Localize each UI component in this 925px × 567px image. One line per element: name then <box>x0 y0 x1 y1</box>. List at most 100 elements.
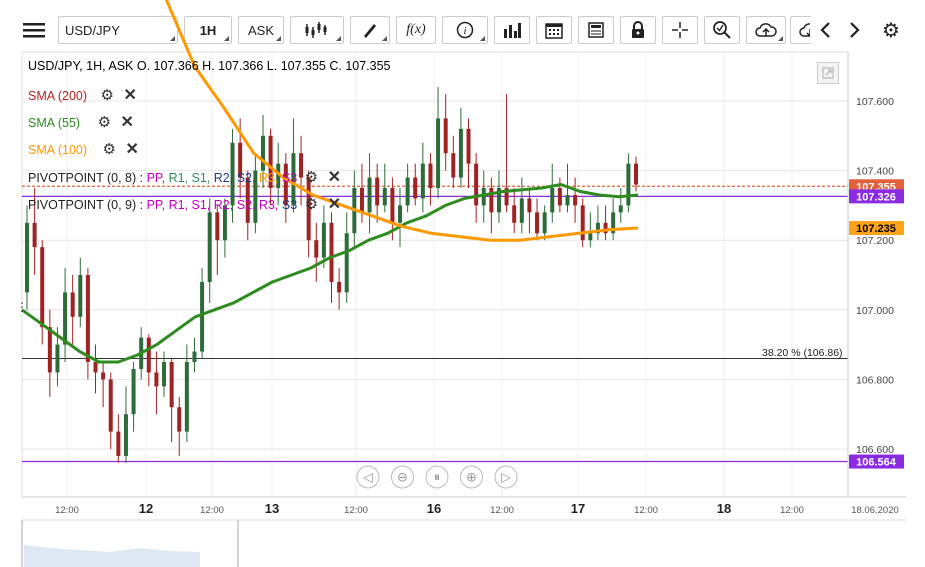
hamburger-menu-icon[interactable] <box>16 16 52 44</box>
pivot2-parts: PP, R1, S1, R2, S2, R3, S3 <box>147 198 298 212</box>
crosshair-button[interactable] <box>662 16 698 44</box>
sma55-label: SMA (55) <box>28 116 81 130</box>
close-icon[interactable]: ✕ <box>123 87 137 104</box>
candle-body <box>618 205 623 213</box>
gear-icon[interactable]: ⚙ <box>97 114 112 131</box>
settings-gear-icon: ⚙ <box>882 19 900 42</box>
x-tick-label: 17 <box>571 501 585 516</box>
crosshair-icon <box>672 22 688 38</box>
candle-body <box>443 118 448 154</box>
upload-cloud-icon <box>755 23 777 37</box>
price-tag-label: 107.235 <box>856 223 896 235</box>
draw-tool-button[interactable] <box>350 16 390 44</box>
close-icon[interactable]: ✕ <box>327 169 342 186</box>
candle-body <box>78 275 83 317</box>
candle-body <box>177 407 182 432</box>
gear-icon[interactable]: ⚙ <box>304 196 319 213</box>
lock-button[interactable] <box>620 16 656 44</box>
pivot-level-r1: R1, <box>168 171 192 185</box>
sma100-label: SMA (100) <box>28 143 88 157</box>
pivot-level-r2: R2, <box>213 198 237 212</box>
candle-body <box>215 212 220 241</box>
candle-body <box>276 163 281 188</box>
zoom-in-icon: ⊕ <box>466 471 477 486</box>
y-tick-label: 106.600 <box>856 444 894 456</box>
drag-handle-icon[interactable]: ⋮ <box>16 300 28 314</box>
candle-body <box>390 188 395 223</box>
candle-body <box>375 177 380 206</box>
gear-icon[interactable]: ⚙ <box>102 141 116 158</box>
news-icon <box>588 22 604 38</box>
volume-button[interactable] <box>494 16 530 44</box>
draw-pencil-icon <box>364 24 376 38</box>
hamburger-menu-icon-graphic <box>23 23 45 38</box>
candle-body <box>382 188 387 206</box>
x-tick-label: 12:00 <box>200 505 224 516</box>
indicator-fx-icon: f(x) <box>406 22 426 37</box>
sma100-line <box>164 0 639 242</box>
candle-body <box>70 292 75 317</box>
x-tick-label: 12:00 <box>780 505 804 516</box>
forward-button[interactable] <box>840 16 870 44</box>
zoom-in-icon-button <box>460 465 483 489</box>
candle-body <box>299 153 304 178</box>
moving-averages <box>21 0 639 364</box>
upload-button[interactable] <box>746 16 786 44</box>
price-side-select[interactable]: ASK <box>238 16 284 44</box>
news-button[interactable] <box>578 16 614 44</box>
candle-body <box>40 247 45 328</box>
candle-body <box>306 177 311 241</box>
candlestick-type-icon <box>305 22 327 38</box>
candle-body <box>321 222 326 258</box>
candle-body <box>603 222 608 234</box>
pivot-level-r3: R3, <box>258 171 282 185</box>
x-tick-label: 12:00 <box>634 505 658 516</box>
candle-body <box>527 198 532 213</box>
candle-body <box>207 212 212 282</box>
close-icon[interactable]: ✕ <box>120 114 134 131</box>
symbol-input[interactable]: USD/JPY <box>58 16 178 44</box>
candle-body <box>116 431 121 456</box>
gear-icon[interactable]: ⚙ <box>100 87 114 104</box>
candle-body <box>200 281 205 352</box>
candle-body <box>238 142 243 178</box>
candle-body <box>329 222 334 282</box>
candle-body <box>634 163 638 185</box>
timeframe-select[interactable]: 1H <box>184 16 232 44</box>
candle-body <box>557 188 562 206</box>
candle-body <box>504 188 509 206</box>
candle-body <box>230 142 235 206</box>
maximize-icon[interactable] <box>817 62 839 84</box>
candle-body <box>489 188 494 213</box>
candle-body <box>550 188 555 213</box>
lock-icon <box>632 21 644 38</box>
close-icon[interactable]: ✕ <box>125 141 139 158</box>
gear-icon[interactable]: ⚙ <box>304 169 319 186</box>
candle-body <box>93 362 98 373</box>
price-tag <box>849 189 904 204</box>
zoom-icon <box>713 21 731 39</box>
candle-body <box>626 163 631 206</box>
zoom-out-icon: ⊖ <box>397 471 408 486</box>
pivot-legend-1: PIVOTPOINT (0, 8) : PP, R1, S1, R2, S2, … <box>28 167 341 187</box>
candlestick-type-button[interactable] <box>290 16 344 44</box>
indicator-button[interactable]: f(x) <box>396 16 436 44</box>
candle-body <box>192 351 197 362</box>
pivot2-colon: : <box>139 198 147 212</box>
info-button[interactable]: i <box>442 16 488 44</box>
y-tick-label: 106.800 <box>856 374 894 386</box>
calendar-icon <box>545 23 563 39</box>
settings-button[interactable]: ⚙ <box>876 16 906 44</box>
calendar-button[interactable] <box>536 16 572 44</box>
candle-body <box>535 212 540 234</box>
pivot-level-r3: R3, <box>258 198 282 212</box>
x-tick-label: 12 <box>139 501 153 516</box>
close-icon[interactable]: ✕ <box>327 196 342 213</box>
scroll-left-icon-button <box>356 465 380 489</box>
back-button[interactable] <box>810 16 840 44</box>
candle-body <box>85 275 90 362</box>
x-tick-label: 12:00 <box>490 505 514 516</box>
zoom-button[interactable] <box>704 16 740 44</box>
